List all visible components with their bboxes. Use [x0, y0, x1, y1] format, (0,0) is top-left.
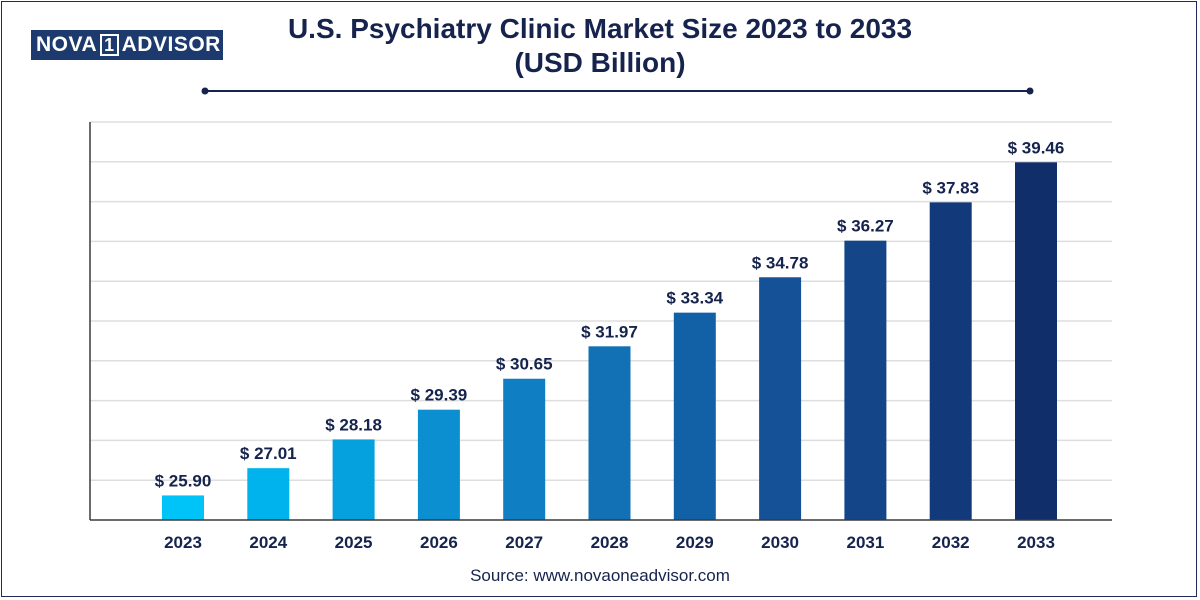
value-label-2033: $ 39.46 [1008, 138, 1065, 157]
bar-2026 [417, 409, 460, 520]
x-tick-label-2025: 2025 [335, 533, 373, 552]
x-tick-label-2033: 2033 [1017, 533, 1055, 552]
x-tick-label-2028: 2028 [591, 533, 629, 552]
value-label-2031: $ 36.27 [837, 217, 894, 236]
bar-2033 [1015, 162, 1057, 520]
x-tick-label-2032: 2032 [932, 533, 970, 552]
x-tick-label-2031: 2031 [846, 533, 884, 552]
bar-2024 [247, 468, 290, 520]
x-tick-label-2026: 2026 [420, 533, 458, 552]
value-label-2027: $ 30.65 [496, 355, 553, 374]
bar-2032 [929, 202, 972, 520]
chart-title-line1: U.S. Psychiatry Clinic Market Size 2023 … [287, 13, 913, 44]
x-tick-label-2029: 2029 [676, 533, 714, 552]
value-label-2029: $ 33.34 [666, 289, 723, 308]
bar-2023 [162, 495, 204, 520]
bar-2027 [503, 378, 546, 520]
bar-2029 [673, 312, 716, 520]
chart-title: U.S. Psychiatry Clinic Market Size 2023 … [250, 12, 950, 80]
x-tick-label-2023: 2023 [164, 533, 202, 552]
value-label-2024: $ 27.01 [240, 444, 297, 463]
title-divider [201, 87, 1034, 95]
brand-logo-part2: 1 [100, 34, 119, 56]
x-tick-label-2027: 2027 [505, 533, 543, 552]
chart-title-line2: (USD Billion) [514, 47, 686, 78]
value-label-2028: $ 31.97 [581, 322, 638, 341]
value-label-2030: $ 34.78 [752, 253, 809, 272]
brand-logo: NOVA 1 ADVISOR [31, 30, 223, 60]
brand-logo-part3: ADVISOR [121, 33, 221, 56]
bar-2031 [844, 240, 887, 520]
value-labels: $ 25.90 $ 27.01 $ 28.18 $ 29.39 $ 30.65 $ 31.… [155, 138, 1065, 490]
value-label-2023: $ 25.90 [155, 471, 212, 490]
value-label-2026: $ 29.39 [411, 386, 468, 405]
x-axis-tick-labels: 2023 2024 2025 2026 2027 2028 2029 2030 2031 2032… [164, 533, 1055, 552]
source-note: Source: www.novaoneadvisor.com [470, 566, 730, 585]
value-label-2025: $ 28.18 [325, 415, 382, 434]
x-tick-label-2024: 2024 [249, 533, 287, 552]
value-label-2032: $ 37.83 [922, 178, 979, 197]
x-tick-label-2030: 2030 [761, 533, 799, 552]
brand-logo-part1: NOVA [36, 33, 98, 56]
bar-2030 [759, 277, 802, 520]
bar-2028 [588, 346, 631, 520]
bars [162, 162, 1057, 520]
bar-2025 [332, 439, 375, 520]
